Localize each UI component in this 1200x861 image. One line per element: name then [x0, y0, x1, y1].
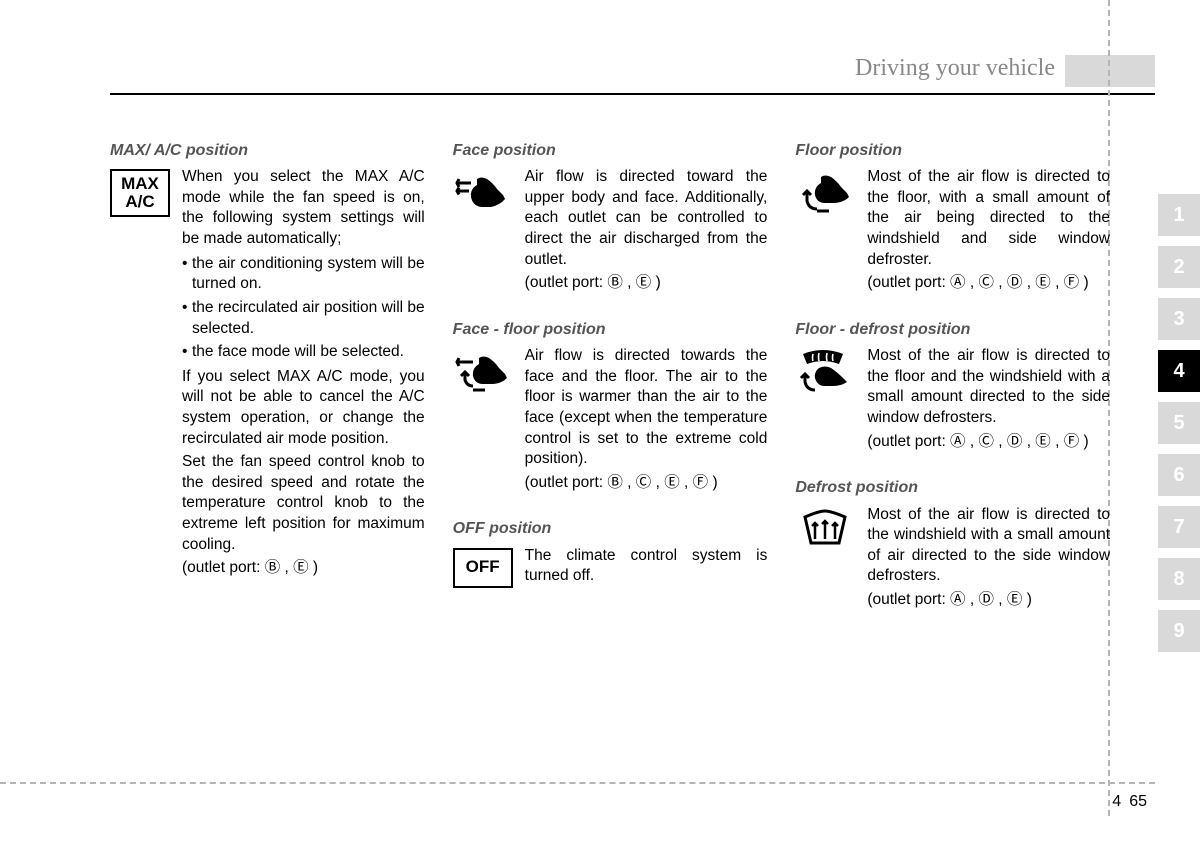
column-2: Face position Air flow is directed towar… — [453, 140, 768, 636]
floor-airflow-icon — [795, 169, 855, 217]
paragraph: Air flow is directed towards the face an… — [525, 346, 768, 470]
section-off: OFF position OFF The climate control sys… — [453, 518, 768, 589]
section-face: Face position Air flow is directed towar… — [453, 140, 768, 297]
tab-9[interactable]: 9 — [1158, 610, 1200, 652]
list-item: the recirculated air position will be se… — [182, 298, 425, 339]
section-face-floor: Face - floor position Air flow is direct… — [453, 319, 768, 497]
paragraph: Most of the air flow is directed to the … — [867, 346, 1110, 428]
section-tabs: 1 2 3 4 5 6 7 8 9 — [1158, 194, 1200, 662]
section-text: When you select the MAX A/C mode while t… — [182, 167, 425, 582]
icon-label: MAX — [121, 174, 159, 193]
page-header: Driving your vehicle — [110, 55, 1155, 100]
outlet-port: (outlet port: Ⓐ , Ⓒ , Ⓓ , Ⓔ , Ⓕ ) — [867, 273, 1110, 294]
face-airflow-icon — [453, 169, 513, 217]
section-text: Air flow is directed towards the face an… — [525, 346, 768, 496]
floor-defrost-airflow-icon — [795, 348, 855, 396]
section-heading: Floor position — [795, 140, 1110, 161]
section-floor-defrost: Floor - defrost position Most of the air… — [795, 319, 1110, 455]
tab-4[interactable]: 4 — [1158, 350, 1200, 392]
icon-label: A/C — [125, 192, 154, 211]
page-number: 4 65 — [1112, 793, 1147, 811]
paragraph: Set the fan speed control knob to the de… — [182, 452, 425, 555]
tab-8[interactable]: 8 — [1158, 558, 1200, 600]
paragraph: Most of the air flow is directed to the … — [867, 167, 1110, 270]
section-text: Most of the air flow is directed to the … — [867, 505, 1110, 614]
section-heading: Face position — [453, 140, 768, 161]
section-defrost: Defrost position Most of the air flow is… — [795, 477, 1110, 613]
paragraph: If you select MAX A/C mode, you will not… — [182, 367, 425, 449]
header-rule — [110, 93, 1155, 95]
paragraph: The climate control system is turned off… — [525, 546, 768, 587]
section-floor: Floor position Most of the air flow is d… — [795, 140, 1110, 297]
header-grey-bar — [1065, 55, 1155, 87]
tab-3[interactable]: 3 — [1158, 298, 1200, 340]
outlet-port: (outlet port: Ⓑ , Ⓔ ) — [525, 273, 768, 294]
outlet-port: (outlet port: Ⓑ , Ⓔ ) — [182, 558, 425, 579]
tab-7[interactable]: 7 — [1158, 506, 1200, 548]
defrost-airflow-icon — [795, 507, 855, 555]
section-text: Air flow is directed toward the upper bo… — [525, 167, 768, 297]
section-heading: Defrost position — [795, 477, 1110, 498]
section-max-ac: MAX/ A/C position MAX A/C When you selec… — [110, 140, 425, 582]
section-heading: Face - floor position — [453, 319, 768, 340]
outlet-port: (outlet port: Ⓑ , Ⓒ , Ⓔ , Ⓕ ) — [525, 473, 768, 494]
list-item: the air conditioning system will be turn… — [182, 254, 425, 295]
tab-2[interactable]: 2 — [1158, 246, 1200, 288]
chapter-number: 4 — [1112, 793, 1121, 810]
section-heading: OFF position — [453, 518, 768, 539]
bullet-list: the air conditioning system will be turn… — [182, 254, 425, 363]
footer-dashed-line — [0, 782, 1155, 784]
outlet-port: (outlet port: Ⓐ , Ⓓ , Ⓔ ) — [867, 590, 1110, 611]
face-floor-airflow-icon — [453, 348, 513, 396]
section-heading: Floor - defrost position — [795, 319, 1110, 340]
tab-6[interactable]: 6 — [1158, 454, 1200, 496]
section-text: The climate control system is turned off… — [525, 546, 768, 590]
paragraph: Most of the air flow is directed to the … — [867, 505, 1110, 587]
paragraph: When you select the MAX A/C mode while t… — [182, 167, 425, 249]
icon-label: OFF — [466, 558, 500, 577]
paragraph: Air flow is directed toward the upper bo… — [525, 167, 768, 270]
content-columns: MAX/ A/C position MAX A/C When you selec… — [110, 140, 1110, 636]
tab-5[interactable]: 5 — [1158, 402, 1200, 444]
section-text: Most of the air flow is directed to the … — [867, 346, 1110, 455]
section-heading: MAX/ A/C position — [110, 140, 425, 161]
list-item: the face mode will be selected. — [182, 342, 425, 363]
max-ac-icon: MAX A/C — [110, 169, 170, 217]
section-title: Driving your vehicle — [855, 55, 1055, 82]
section-text: Most of the air flow is directed to the … — [867, 167, 1110, 297]
outlet-port: (outlet port: Ⓐ , Ⓒ , Ⓓ , Ⓔ , Ⓕ ) — [867, 432, 1110, 453]
page-number-value: 65 — [1129, 793, 1147, 810]
column-3: Floor position Most of the air flow is d… — [795, 140, 1110, 636]
off-icon: OFF — [453, 548, 513, 588]
tab-1[interactable]: 1 — [1158, 194, 1200, 236]
column-1: MAX/ A/C position MAX A/C When you selec… — [110, 140, 425, 636]
